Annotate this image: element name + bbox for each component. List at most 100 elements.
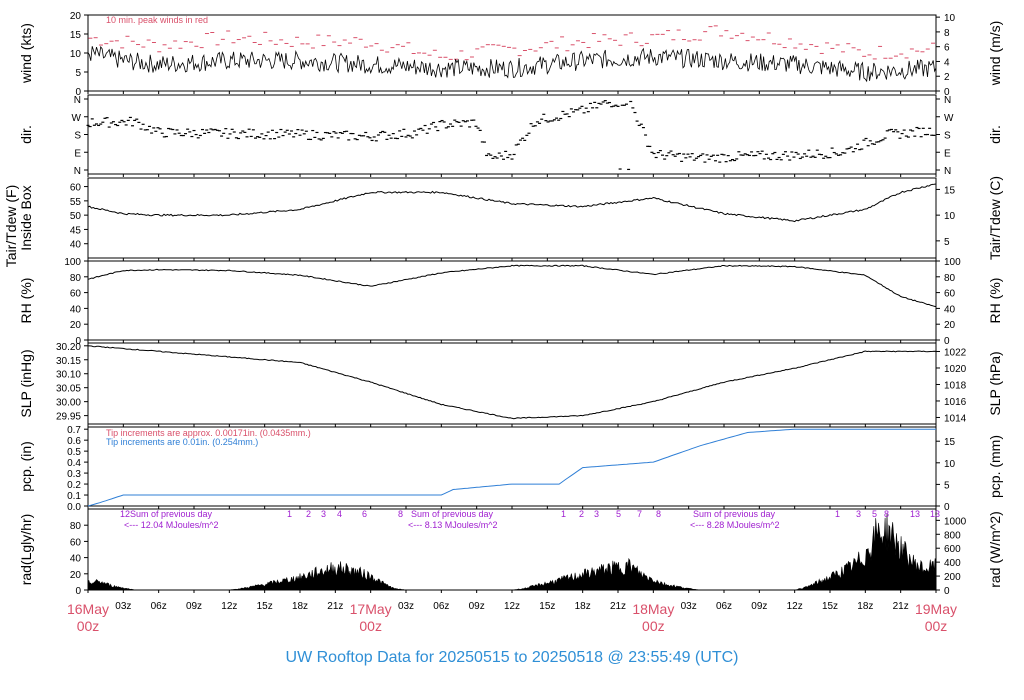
rh-ylabel: RH (%) (18, 278, 34, 324)
radiation-note: 13 (930, 509, 940, 519)
x-hour-label: 03z (681, 601, 697, 612)
radiation-ylabel-right: rad (W/m^2) (987, 511, 1003, 588)
x-hour-label: 12z (787, 601, 803, 612)
radiation-note: 8 (884, 509, 889, 519)
temperature-ytick-label: 55 (70, 197, 82, 208)
radiation-note: 7 (637, 509, 642, 519)
radiation-ytick-right-label: 400 (944, 558, 961, 569)
wind-ytick-right-label: 0 (944, 87, 950, 98)
pressure-ytick-label: 30.20 (56, 342, 81, 353)
wind-ytick-right-label: 2 (944, 72, 950, 83)
x-date-time-label: 00z (359, 618, 382, 634)
precipitation-ytick-label: 0.2 (67, 480, 81, 491)
radiation-ylabel: rad(Lgly/hr) (18, 514, 34, 586)
direction-ylabel: dir. (18, 125, 34, 144)
radiation-note: 5 (616, 509, 621, 519)
x-hour-label: 06z (151, 601, 167, 612)
radiation-note: 2 (579, 509, 584, 519)
pressure-ytick-right-label: 1020 (944, 364, 967, 375)
x-hour-label: 21z (893, 601, 909, 612)
chart-title: UW Rooftop Data for 20250515 to 20250518… (285, 649, 739, 666)
wind-ytick-label: 20 (70, 11, 82, 22)
x-hour-label: 06z (716, 601, 732, 612)
radiation-area (87, 513, 937, 591)
x-date-time-label: 00z (925, 618, 948, 634)
pressure-line (88, 345, 937, 420)
radiation-note: 1 (287, 509, 292, 519)
pressure-ytick-right-label: 1022 (944, 347, 967, 358)
radiation-note: 1 (561, 509, 566, 519)
direction-ytick-label: E (74, 148, 81, 159)
x-hour-label: 15z (257, 601, 273, 612)
precipitation-ylabel-right: pcp. (mm) (987, 435, 1003, 498)
rh-ytick-label: 40 (70, 304, 82, 315)
wind-ytick-label: 10 (70, 49, 82, 60)
radiation-ytick-label: 80 (70, 521, 82, 532)
radiation-note: 8 (656, 509, 661, 519)
pressure-ytick-label: 29.95 (56, 412, 81, 423)
pressure-ytick-label: 30.05 (56, 384, 81, 395)
temperature-ytick-right-label: 5 (944, 237, 950, 248)
x-hour-label: 15z (539, 601, 555, 612)
radiation-note: Sum of previous day (693, 509, 776, 519)
precipitation-ytick-label: 0.6 (67, 436, 81, 447)
radiation-note: 4 (337, 509, 342, 519)
rh-ytick-right-label: 60 (944, 289, 956, 300)
x-date-time-label: 00z (642, 618, 665, 634)
radiation-ytick-right-label: 0 (944, 586, 950, 597)
wind-frame (87, 14, 937, 92)
precipitation-ytick-label: 0.0 (67, 502, 81, 513)
direction-ytick-label: N (74, 95, 81, 106)
precipitation-ytick-label: 0.5 (67, 447, 81, 458)
rh-ytick-right-label: 100 (944, 257, 961, 268)
x-hour-label: 18z (575, 601, 591, 612)
precipitation-ytick-right-label: 10 (944, 459, 956, 470)
radiation-note: 3 (856, 509, 861, 519)
rh-ylabel-right: RH (%) (987, 278, 1003, 324)
x-hour-label: 09z (751, 601, 767, 612)
direction-ytick-label: N (74, 166, 81, 177)
radiation-note: 3 (321, 509, 326, 519)
rh-line (87, 264, 937, 308)
x-date-label: 18May (632, 601, 674, 617)
wind-ylabel-right: wind (m/s) (987, 21, 1003, 87)
direction-frame (87, 94, 937, 175)
wind-ylabel: wind (kts) (18, 23, 34, 84)
pressure-ytick-label: 30.00 (56, 398, 81, 409)
rh-ytick-right-label: 40 (944, 304, 956, 315)
rh-ytick-label: 0 (75, 336, 81, 347)
direction-ylabel-right: dir. (987, 125, 1003, 144)
radiation-note: 2 (306, 509, 311, 519)
pressure-frame (87, 342, 937, 425)
wind-ytick-right-label: 10 (944, 13, 956, 24)
radiation-note: 13 (910, 509, 920, 519)
direction-ytick-label: S (74, 131, 81, 142)
precipitation-ylabel: pcp. (in) (18, 441, 34, 492)
radiation-ytick-label: 40 (70, 554, 82, 565)
radiation-ytick-label: 20 (70, 570, 82, 581)
x-hour-label: 18z (292, 601, 308, 612)
rh-ytick-label: 20 (70, 320, 82, 331)
x-date-label: 17May (350, 601, 392, 617)
pressure-ytick-right-label: 1016 (944, 397, 967, 408)
radiation-ytick-label: 0 (75, 586, 81, 597)
wind-ytick-right-label: 4 (944, 57, 950, 68)
temperature-ylabel: Tair/Tdew (F) (3, 185, 19, 267)
pressure-ytick-right-label: 1018 (944, 380, 967, 391)
precip-note-blue: Tip increments are 0.01in. (0.254mm.) (106, 437, 258, 447)
precipitation-line (87, 428, 936, 507)
radiation-note: 12 (120, 509, 130, 519)
temperature-line (87, 183, 937, 223)
radiation-note: 5 (872, 509, 877, 519)
wind-speed-line (87, 45, 937, 83)
temperature-ytick-label: 40 (70, 240, 82, 251)
x-hour-label: 06z (433, 601, 449, 612)
radiation-note: <--- 8.13 MJoules/m^2 (408, 520, 498, 530)
temperature-ylabel-right: Tair/Tdew (C) (987, 176, 1003, 260)
x-hour-label: 09z (186, 601, 202, 612)
rh-ytick-right-label: 20 (944, 320, 956, 331)
precipitation-ytick-right-label: 0 (944, 502, 950, 513)
pressure-ylabel: SLP (inHg) (18, 349, 34, 417)
wind-ytick-right-label: 8 (944, 28, 950, 39)
